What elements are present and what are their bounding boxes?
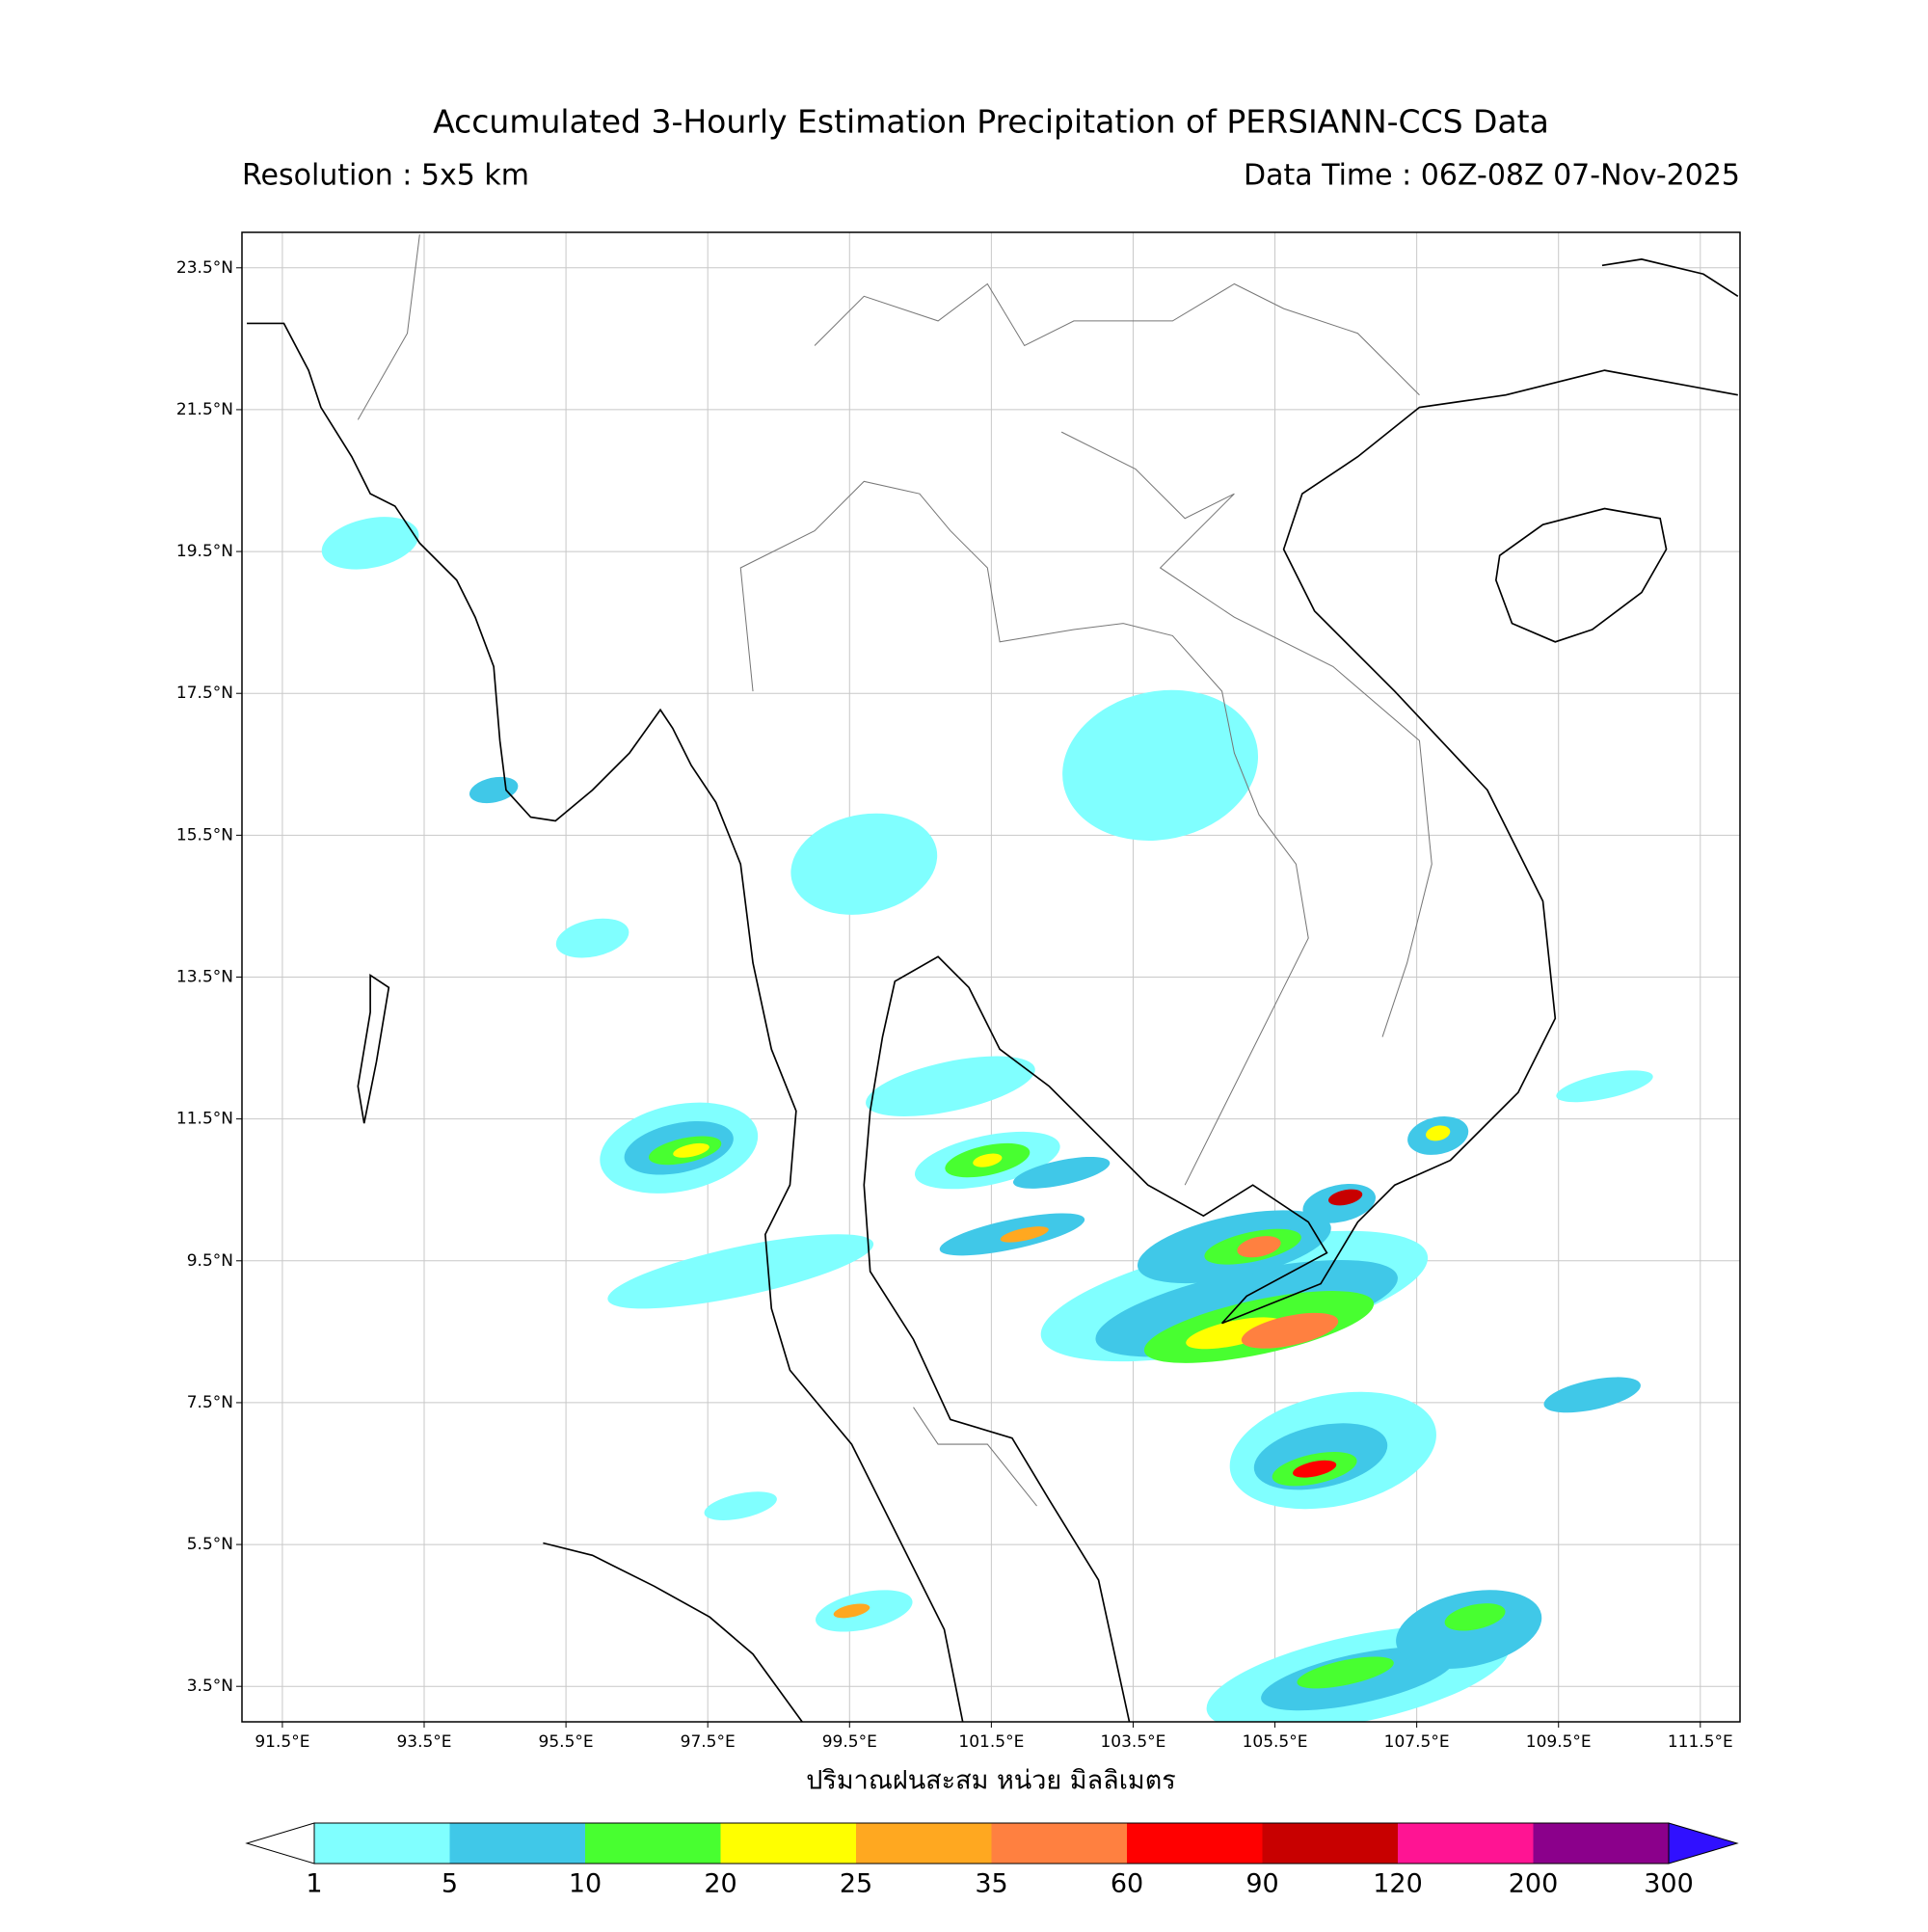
rain-area bbox=[704, 1491, 777, 1520]
colorbar-segment bbox=[991, 1823, 1127, 1864]
y-tick-label: 15.5°N bbox=[176, 825, 233, 845]
rain-area bbox=[790, 813, 938, 915]
rain-area bbox=[1062, 689, 1259, 841]
y-tick-label: 19.5°N bbox=[176, 542, 233, 561]
colorbar: 1 5 10 20 25 35 60 90 120 200 300 bbox=[245, 1822, 1739, 1899]
colorbar-label: 200 bbox=[1509, 1869, 1559, 1899]
colorbar-label: 60 bbox=[1111, 1869, 1143, 1899]
title: Accumulated 3-Hourly Estimation Precipit… bbox=[433, 103, 1549, 141]
axes: 91.5°E 93.5°E 95.5°E 97.5°E 99.5°E 101.5°E 103… bbox=[176, 258, 1733, 1752]
data-time: Data Time : 06Z-08Z 07-Nov-2025 bbox=[1244, 159, 1740, 193]
y-tick-label: 21.5°N bbox=[176, 400, 233, 419]
rain-area bbox=[1012, 1156, 1111, 1189]
rain-area bbox=[1426, 1125, 1451, 1141]
coastline bbox=[1494, 507, 1668, 643]
rain-area bbox=[1237, 1236, 1281, 1258]
x-tick-label: 93.5°E bbox=[396, 1732, 451, 1752]
rain-area bbox=[1000, 1226, 1049, 1243]
resolution: Resolution : 5x5 km bbox=[242, 159, 529, 193]
rain-area bbox=[1293, 1460, 1337, 1478]
x-tick-label: 107.5°E bbox=[1384, 1732, 1450, 1752]
x-tick-label: 105.5°E bbox=[1243, 1732, 1308, 1752]
x-tick-label: 97.5°E bbox=[681, 1732, 736, 1752]
coastline bbox=[357, 973, 390, 1124]
colorbar-label: 35 bbox=[975, 1869, 1007, 1899]
border bbox=[357, 234, 1433, 1037]
x-tick-label: 91.5°E bbox=[254, 1732, 309, 1752]
y-tick-label: 3.5°N bbox=[187, 1677, 233, 1696]
colorbar-label: 10 bbox=[569, 1869, 602, 1899]
coastlines bbox=[247, 234, 1739, 1722]
border bbox=[739, 480, 1309, 1186]
x-tick-label: 95.5°E bbox=[539, 1732, 594, 1752]
y-tick-label: 17.5°N bbox=[176, 684, 233, 703]
colorbar-segment bbox=[585, 1823, 721, 1864]
coastline bbox=[543, 1542, 803, 1722]
grid bbox=[242, 232, 1740, 1722]
rain-area bbox=[1297, 1656, 1394, 1689]
rain-area bbox=[1543, 1377, 1641, 1413]
rain-area bbox=[607, 1234, 874, 1309]
rain-area bbox=[1328, 1189, 1363, 1206]
border bbox=[913, 1407, 1037, 1507]
x-tick-label: 103.5°E bbox=[1100, 1732, 1165, 1752]
rain-area bbox=[321, 517, 419, 570]
y-tick-label: 23.5°N bbox=[176, 258, 233, 278]
y-tick-label: 7.5°N bbox=[187, 1393, 233, 1412]
colorbar-segment bbox=[1262, 1823, 1398, 1864]
x-tick-label: 109.5°E bbox=[1526, 1732, 1592, 1752]
colorbar-segment bbox=[1533, 1823, 1669, 1864]
coastline bbox=[1601, 258, 1739, 297]
y-tick-label: 9.5°N bbox=[187, 1251, 233, 1271]
coastline bbox=[863, 369, 1738, 1722]
y-tick-label: 5.5°N bbox=[187, 1535, 233, 1554]
rain-area bbox=[555, 918, 629, 958]
rain-area bbox=[866, 1056, 1035, 1116]
colorbar-frame bbox=[313, 1822, 1670, 1865]
colorbar-segment bbox=[1398, 1823, 1534, 1864]
colorbar-label: 300 bbox=[1644, 1869, 1694, 1899]
colorbar-label: 90 bbox=[1245, 1869, 1278, 1899]
coastline bbox=[247, 322, 964, 1722]
colorbar-segment bbox=[449, 1823, 585, 1864]
y-tick-label: 11.5°N bbox=[176, 1110, 233, 1129]
rain-area bbox=[469, 776, 519, 804]
x-tick-label: 101.5°E bbox=[958, 1732, 1024, 1752]
colorbar-label: 25 bbox=[840, 1869, 872, 1899]
rain-layer bbox=[321, 517, 1653, 1722]
y-tick-label: 13.5°N bbox=[176, 968, 233, 987]
x-axis-label: ปริมาณฝนสะสม หน่วย มิลลิเมตร bbox=[806, 1766, 1176, 1796]
x-tick-label: 99.5°E bbox=[822, 1732, 877, 1752]
map-layer bbox=[247, 234, 1739, 1722]
rain-area bbox=[1556, 1070, 1653, 1103]
colorbar-label: 5 bbox=[442, 1869, 458, 1899]
colorbar-over bbox=[1668, 1822, 1739, 1865]
x-tick-label: 111.5°E bbox=[1668, 1732, 1733, 1752]
colorbar-segment bbox=[314, 1823, 450, 1864]
rain-area bbox=[673, 1142, 710, 1158]
colorbar-segment bbox=[856, 1823, 992, 1864]
rain-area bbox=[833, 1603, 870, 1619]
rain-area bbox=[1444, 1603, 1506, 1631]
colorbar-label: 20 bbox=[704, 1869, 736, 1899]
colorbar-segment bbox=[1127, 1823, 1263, 1864]
rain-area bbox=[973, 1153, 1003, 1167]
colorbar-under bbox=[245, 1822, 315, 1865]
colorbar-label: 120 bbox=[1373, 1869, 1423, 1899]
rain-area bbox=[1241, 1312, 1339, 1349]
colorbar-label: 1 bbox=[306, 1869, 322, 1899]
colorbar-segment bbox=[720, 1823, 856, 1864]
